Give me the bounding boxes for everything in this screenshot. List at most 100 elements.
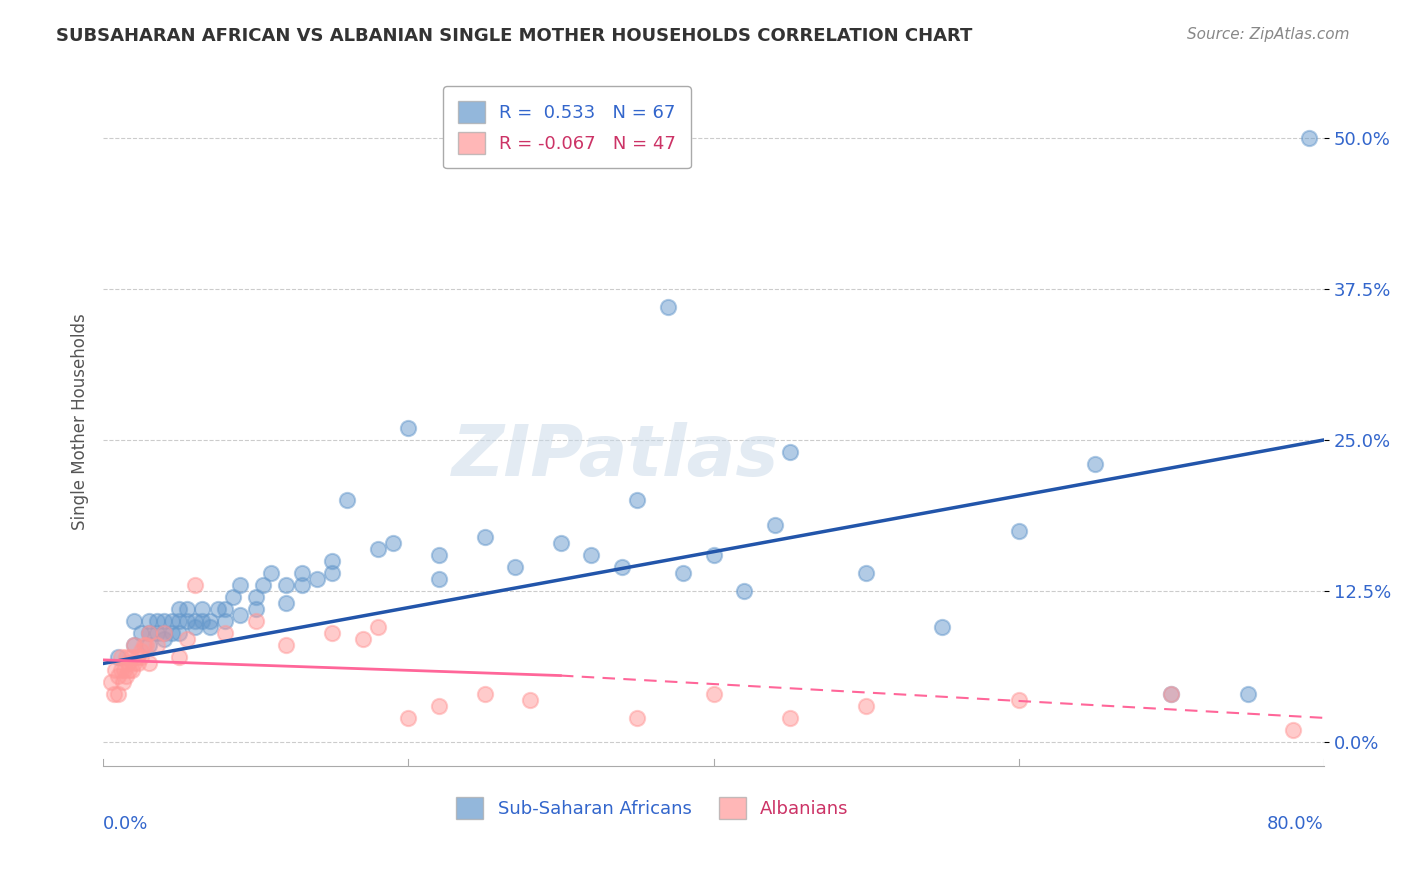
Point bbox=[160, 614, 183, 628]
Point bbox=[125, 650, 148, 665]
Point bbox=[127, 657, 149, 671]
Point bbox=[1298, 131, 1320, 145]
Point bbox=[122, 639, 145, 653]
Point bbox=[169, 614, 191, 628]
Point bbox=[129, 650, 152, 665]
Text: ZIPatlas: ZIPatlas bbox=[453, 422, 779, 491]
Point bbox=[145, 626, 167, 640]
Point bbox=[519, 692, 541, 706]
Point bbox=[207, 602, 229, 616]
Point bbox=[336, 493, 359, 508]
Point bbox=[474, 530, 496, 544]
Point bbox=[779, 711, 801, 725]
Point bbox=[276, 596, 298, 610]
Text: 80.0%: 80.0% bbox=[1267, 814, 1324, 832]
Point bbox=[176, 602, 198, 616]
Point bbox=[1160, 687, 1182, 701]
Point bbox=[733, 584, 755, 599]
Point bbox=[129, 626, 152, 640]
Point bbox=[396, 421, 419, 435]
Point bbox=[222, 590, 245, 604]
Point bbox=[702, 687, 724, 701]
Point bbox=[191, 602, 214, 616]
Point bbox=[118, 663, 141, 677]
Point bbox=[763, 517, 786, 532]
Point bbox=[138, 626, 160, 640]
Point bbox=[117, 657, 139, 671]
Point bbox=[214, 602, 236, 616]
Point bbox=[198, 620, 221, 634]
Point bbox=[153, 614, 176, 628]
Point bbox=[153, 632, 176, 647]
Point bbox=[138, 639, 160, 653]
Point bbox=[120, 650, 142, 665]
Point bbox=[610, 559, 633, 574]
Point bbox=[229, 608, 252, 623]
Point bbox=[396, 711, 419, 725]
Point bbox=[153, 626, 176, 640]
Point bbox=[183, 620, 205, 634]
Point bbox=[367, 541, 389, 556]
Point bbox=[183, 614, 205, 628]
Y-axis label: Single Mother Households: Single Mother Households bbox=[72, 313, 89, 530]
Point bbox=[138, 657, 160, 671]
Point bbox=[260, 566, 283, 580]
Point bbox=[191, 614, 214, 628]
Point bbox=[1282, 723, 1305, 737]
Point bbox=[110, 663, 132, 677]
Point bbox=[352, 632, 374, 647]
Point bbox=[626, 711, 648, 725]
Point bbox=[153, 626, 176, 640]
Point bbox=[198, 614, 221, 628]
Point bbox=[107, 650, 129, 665]
Point bbox=[855, 698, 877, 713]
Point bbox=[290, 566, 312, 580]
Point bbox=[321, 626, 343, 640]
Point bbox=[122, 639, 145, 653]
Point bbox=[1160, 687, 1182, 701]
Point bbox=[427, 572, 450, 586]
Point bbox=[111, 674, 134, 689]
Point bbox=[115, 668, 138, 682]
Point bbox=[581, 548, 603, 562]
Point bbox=[122, 614, 145, 628]
Point bbox=[1008, 524, 1031, 538]
Point bbox=[245, 602, 267, 616]
Point bbox=[321, 566, 343, 580]
Text: SUBSAHARAN AFRICAN VS ALBANIAN SINGLE MOTHER HOUSEHOLDS CORRELATION CHART: SUBSAHARAN AFRICAN VS ALBANIAN SINGLE MO… bbox=[56, 27, 973, 45]
Point bbox=[382, 535, 405, 549]
Point bbox=[276, 639, 298, 653]
Point bbox=[100, 674, 122, 689]
Point bbox=[176, 614, 198, 628]
Point bbox=[252, 578, 274, 592]
Point bbox=[1008, 692, 1031, 706]
Point bbox=[110, 650, 132, 665]
Point bbox=[474, 687, 496, 701]
Point bbox=[245, 590, 267, 604]
Point bbox=[134, 639, 156, 653]
Point bbox=[702, 548, 724, 562]
Point bbox=[305, 572, 328, 586]
Point bbox=[103, 687, 125, 701]
Point bbox=[135, 639, 157, 653]
Point bbox=[672, 566, 695, 580]
Point bbox=[550, 535, 572, 549]
Point bbox=[1084, 457, 1107, 471]
Point bbox=[276, 578, 298, 592]
Point bbox=[931, 620, 953, 634]
Point bbox=[214, 626, 236, 640]
Point bbox=[427, 548, 450, 562]
Point bbox=[138, 626, 160, 640]
Point bbox=[1236, 687, 1258, 701]
Text: Source: ZipAtlas.com: Source: ZipAtlas.com bbox=[1187, 27, 1350, 42]
Point bbox=[779, 445, 801, 459]
Point bbox=[503, 559, 526, 574]
Point bbox=[122, 657, 145, 671]
Legend: Sub-Saharan Africans, Albanians: Sub-Saharan Africans, Albanians bbox=[449, 789, 856, 826]
Point bbox=[121, 663, 143, 677]
Point bbox=[104, 663, 127, 677]
Point bbox=[427, 698, 450, 713]
Point bbox=[169, 602, 191, 616]
Point bbox=[229, 578, 252, 592]
Point bbox=[214, 614, 236, 628]
